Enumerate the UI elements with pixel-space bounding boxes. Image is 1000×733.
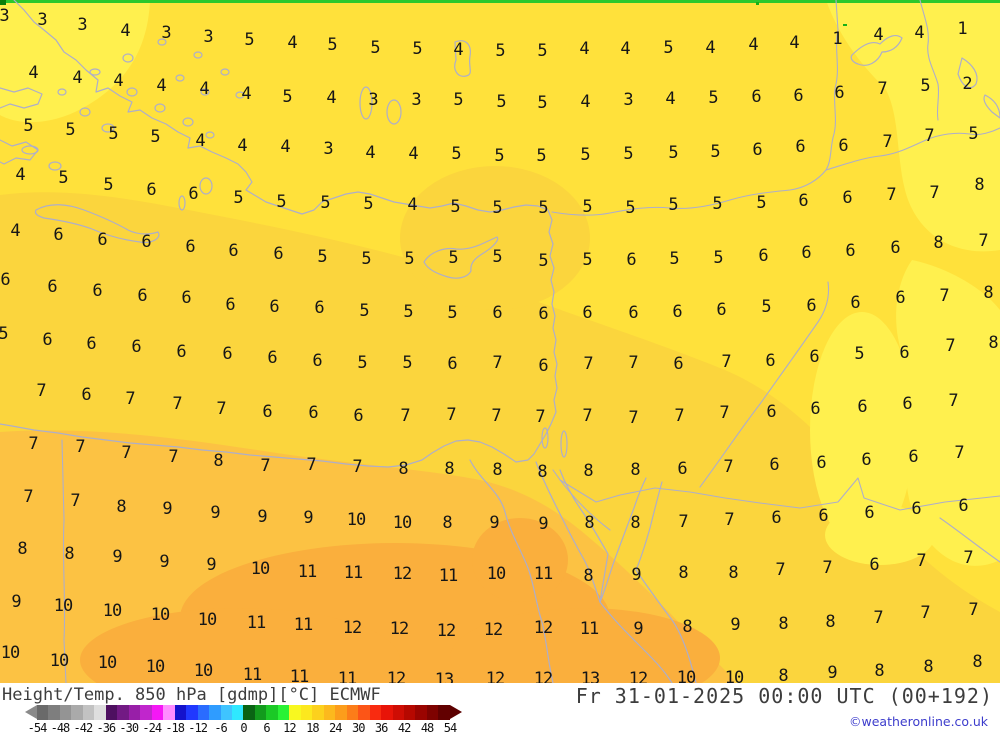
colorbar-segment [151,705,164,720]
colorbar-segment [48,705,60,720]
colorbar-segment [335,705,347,720]
colorbar-segment [346,705,359,720]
colorbar-segment [209,705,221,720]
colorbar-tick: 12 [283,721,296,733]
colorbar-segment [300,705,313,720]
colorbar-tick: 6 [263,721,270,733]
watermark-credit: ©weatheronline.co.uk [849,714,988,729]
colorbar-segment [266,705,278,720]
green-dot [756,2,759,5]
colorbar-segment [438,705,450,720]
colorbar-tick: 42 [397,721,411,733]
colorbar-segment [94,705,106,720]
colorbar-segment [392,705,404,720]
top-green-corner [0,0,6,5]
colorbar-segment [323,705,336,720]
colorbar-segment [197,705,210,720]
colorbar-tick: -36 [96,721,116,733]
map-graphics [0,0,1000,683]
colorbar-segment [163,705,175,720]
colorbar-segment [369,705,382,720]
colorbar-left-arrow [25,705,37,719]
colorbar-segment [231,705,244,720]
colorbar-tick: -42 [73,721,94,733]
colorbar-tick-labels: -54 -48 -42 -36 -30 -24 -18 -12 -6 0 6 12 18 24 30 36 42… [25,721,462,733]
colorbar-tick: -18 [165,721,185,733]
colorbar-segment [71,705,83,720]
colorbar-segment [243,705,255,720]
colorbar-segment [426,705,439,720]
top-green-strip [0,0,1000,3]
colorbar-tick: -48 [50,721,71,733]
colorbar-segment [174,705,187,720]
chart-title: Height/Temp. 850 hPa [gdmp][°C] ECMWF [2,685,381,705]
colorbar-segment [312,705,324,720]
colorbar-right-arrow [450,705,462,719]
colorbar-tick: -54 [27,721,48,733]
colorbar-segment [59,705,72,720]
colorbar-segment [220,705,232,720]
colorbar-segment [358,705,370,720]
country-borders [61,0,1000,683]
colorbar-segment [415,705,427,720]
colorbar-segment [381,705,393,720]
colorbar-tick: 30 [351,721,365,733]
colorbar-segment [128,705,141,720]
colorbar-segment [404,705,416,720]
colorbar-tick: 0 [240,721,247,733]
colorbar-segment [117,705,129,720]
temp-region-light-yellow [0,0,1000,566]
coastlines [0,0,1000,683]
colorbar-tick: 54 [443,721,457,733]
legend-bar: Height/Temp. 850 hPa [gdmp][°C] ECMWF Fr… [0,683,1000,733]
colorbar-tick: -6 [214,721,227,733]
colorbar-tick: -12 [188,721,208,733]
colorbar-segment [289,705,301,720]
colorbar-segment [82,705,95,720]
green-dot [843,24,847,26]
colorbar-segment [277,705,290,720]
colorbar-tick: 24 [329,721,342,733]
valid-datetime: Fr 31-01-2025 00:00 UTC (00+192) [575,684,993,708]
colorbar-segment [105,705,118,720]
temperature-colorbar [25,705,462,720]
colorbar-tick: 18 [306,721,319,733]
colorbar-tick: 36 [374,721,388,733]
colorbar-segment [254,705,267,720]
colorbar-tick: 48 [420,721,434,733]
temp-region-deep-orange [80,518,720,683]
colorbar-segment [140,705,152,720]
colorbar-tick: -30 [119,721,139,733]
colorbar-segment [37,705,49,720]
colorbar-body [37,705,450,720]
colorbar-tick: -24 [142,721,162,733]
colorbar-segment [186,705,198,720]
